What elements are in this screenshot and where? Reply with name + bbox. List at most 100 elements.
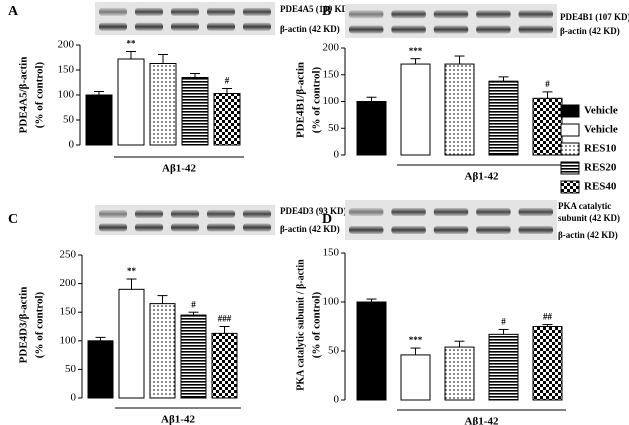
- bar: [213, 93, 241, 146]
- bar: [532, 97, 563, 156]
- group-label: Aβ1-42: [161, 414, 195, 425]
- blot-band: [171, 22, 199, 31]
- bar: [400, 354, 431, 401]
- y-axis-label: (% of control): [311, 66, 323, 133]
- blot-band: [99, 223, 127, 232]
- significance: #: [545, 79, 550, 89]
- bar: [356, 101, 387, 156]
- blot-band: [476, 226, 511, 234]
- bar: [488, 80, 519, 156]
- significance: #: [501, 317, 506, 327]
- blot-band: [207, 7, 235, 16]
- significance: ***: [409, 46, 423, 56]
- legend-label: Vehicle: [584, 105, 618, 117]
- blot-band: [518, 226, 553, 234]
- blot-band: [476, 208, 511, 216]
- legend-label: Vehicle: [584, 124, 618, 136]
- blot-band: [391, 25, 426, 34]
- bar: [444, 63, 475, 156]
- blot-band: [433, 25, 469, 34]
- y-tick-label: 0: [334, 394, 340, 406]
- y-tick-label: 50: [63, 114, 75, 126]
- bar: [532, 326, 563, 401]
- blot-band: [391, 226, 426, 234]
- blot-label: PDE4A5 (109 KD): [280, 4, 351, 14]
- bar: [181, 77, 209, 146]
- bar: [400, 63, 431, 156]
- blot-band: [171, 7, 199, 16]
- y-axis-label: (% of control): [34, 61, 46, 128]
- significance: ***: [409, 335, 423, 345]
- bar: [85, 94, 113, 146]
- blot-band: [207, 22, 235, 31]
- blot-band: [349, 226, 384, 234]
- blot-label: β-actin (42 KD): [560, 26, 620, 36]
- bar: [488, 333, 519, 401]
- blot-band: [391, 208, 426, 216]
- blot-band: [433, 226, 469, 234]
- y-axis-label: PDE4A5/β-actin: [18, 57, 30, 134]
- blot-label: subunit (42 KD): [558, 213, 620, 223]
- group-label: Aβ1-42: [162, 163, 196, 175]
- blot-band: [135, 210, 163, 218]
- blot-label: β-actin (42 KD): [558, 230, 618, 240]
- y-axis-label: PDE4B1/β-actin: [295, 62, 307, 138]
- y-tick-label: 50: [328, 345, 340, 357]
- blot-band: [433, 208, 469, 216]
- bar: [444, 346, 475, 401]
- legend-swatch: [560, 180, 580, 194]
- legend-swatch: [560, 104, 580, 118]
- blot-label: β-actin (42 KD): [280, 224, 340, 234]
- blot-band: [433, 10, 469, 19]
- blot-band: [243, 223, 271, 232]
- panel-letter: D: [322, 212, 332, 227]
- blot-band: [243, 7, 271, 16]
- y-axis-label: PKA catalytic subunit / β-actin: [295, 259, 306, 391]
- blot-band: [207, 210, 235, 218]
- blot-band: [99, 7, 127, 16]
- bar: [118, 288, 145, 399]
- y-tick-label: 100: [323, 95, 340, 107]
- y-tick-label: 150: [60, 306, 77, 318]
- legend-swatch: [560, 161, 580, 175]
- bar: [87, 340, 114, 399]
- legend-swatch: [560, 123, 580, 137]
- panel-letter: B: [322, 4, 331, 19]
- significance: **: [127, 39, 137, 49]
- bar: [149, 303, 176, 399]
- significance: **: [127, 266, 137, 276]
- blot-band: [171, 210, 199, 218]
- significance: #: [225, 76, 230, 86]
- blot-band: [99, 22, 127, 31]
- blot-band: [207, 223, 235, 232]
- legend-label: RES10: [584, 143, 617, 155]
- legend-swatch: [560, 142, 580, 156]
- blot-band: [349, 10, 384, 19]
- blot-band: [243, 22, 271, 31]
- y-tick-label: 200: [60, 277, 77, 289]
- y-tick-label: 150: [323, 247, 340, 259]
- blot-band: [476, 10, 511, 19]
- y-tick-label: 150: [58, 64, 75, 76]
- y-tick-label: 150: [323, 68, 340, 80]
- blot-band: [391, 10, 426, 19]
- blot-band: [243, 210, 271, 218]
- significance: ##: [543, 312, 553, 322]
- y-tick-label: 100: [60, 334, 77, 346]
- significance: ###: [218, 314, 232, 324]
- bar: [117, 58, 145, 146]
- legend-label: RES20: [584, 162, 617, 174]
- blot-band: [518, 10, 553, 19]
- panel-letter: C: [8, 212, 18, 227]
- blot-band: [135, 223, 163, 232]
- y-tick-label: 0: [334, 149, 340, 161]
- blot-label: PDE4D3 (93 KD): [280, 206, 347, 216]
- blot-label: PKA catalytic: [558, 201, 611, 211]
- blot-band: [518, 25, 553, 34]
- y-tick-label: 200: [58, 39, 75, 51]
- y-tick-label: 200: [323, 42, 340, 54]
- blot-label: PDE4B1 (107 KD): [560, 12, 629, 22]
- blot-band: [349, 25, 384, 34]
- y-axis-label: PDE4D3/β-actin: [18, 287, 30, 364]
